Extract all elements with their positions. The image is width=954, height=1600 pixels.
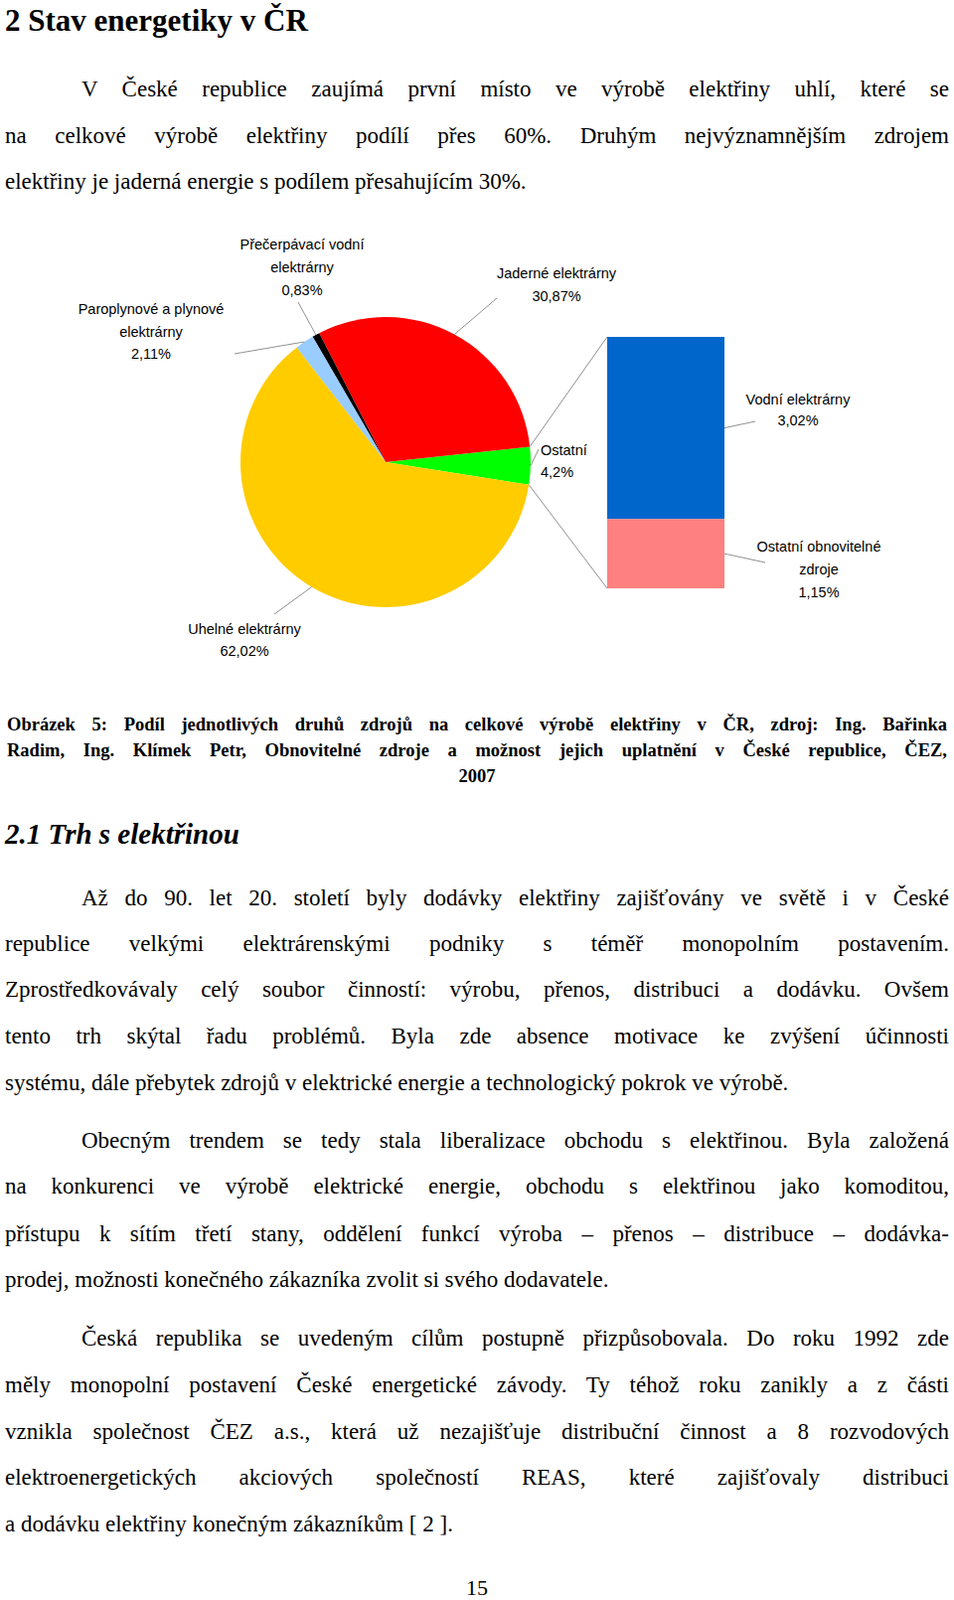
- text-line: Až do 90. let 20. století byly dodávky e…: [4, 875, 950, 922]
- leader-line: [724, 421, 756, 429]
- breakdown-segment: [607, 518, 725, 589]
- page: 2 Stav energetiky v ČR V České republice …: [0, 0, 954, 1600]
- slice-value-label: 0,83%: [227, 279, 377, 303]
- leader-line: [234, 341, 305, 354]
- text-line: republice velkými elektrárenskými podnik…: [4, 921, 950, 967]
- slice-value-label: 2,11%: [69, 342, 234, 366]
- text-line: tento trh skýtal řadu problémů. Byla zde…: [4, 1013, 950, 1060]
- caption-line: Radim, Ing. Klímek Petr, Obnovitelné zdr…: [6, 737, 948, 764]
- text-line: měly monopolní postavení České energetic…: [4, 1362, 950, 1409]
- leader-line: [454, 298, 497, 334]
- segment-value-label: 1,15%: [744, 581, 894, 605]
- segment-label: Vodní elektrárny: [723, 388, 873, 412]
- text-line: Obecným trendem se tedy stala liberaliza…: [4, 1117, 950, 1164]
- text-line: elektřiny je jaderná energie s podílem p…: [4, 159, 950, 205]
- page-number: 15: [0, 1576, 954, 1600]
- connector-line: [529, 336, 608, 447]
- leader-line: [724, 553, 766, 563]
- section-heading: 2.1 Trh s elektřinou: [4, 813, 240, 854]
- pie-slice: [240, 347, 529, 608]
- caption-line: Obrázek 5: Podíl jednotlivých druhů zdro…: [6, 711, 948, 738]
- segment-value-label: 3,02%: [723, 409, 873, 433]
- text-line: přístupu k sítím třetí stany, oddělení f…: [4, 1211, 950, 1258]
- text-line: elektroenergetických akciových společnos…: [4, 1454, 950, 1501]
- leader-line: [298, 302, 317, 335]
- text-line: vznikla společnost ČEZ a.s., která už ne…: [4, 1409, 950, 1455]
- slice-label: Jaderné elektrárny: [462, 262, 651, 286]
- slice-label: Přečerpávací vodní elektrárny: [227, 233, 377, 280]
- breakdown-segment: [607, 336, 725, 519]
- chart-canvas: [0, 0, 954, 1600]
- text-line: prodej, možnosti konečného zákazníka zvo…: [4, 1257, 950, 1303]
- connector-line: [528, 484, 608, 589]
- text-line: na celkové výrobě elektřiny podílí přes …: [4, 113, 950, 159]
- caption-line: 2007: [6, 763, 948, 790]
- text-line: systému, dále přebytek zdrojů v elektric…: [4, 1060, 950, 1107]
- slice-value-label: 62,02%: [159, 639, 329, 663]
- segment-label: Ostatní obnovitelné zdroje: [744, 535, 894, 582]
- slice-label: Ostatní: [540, 439, 631, 463]
- slice-value-label: 30,87%: [462, 285, 651, 309]
- leader-line: [274, 587, 313, 615]
- text-line: Zprostředkovávaly celý soubor činností: …: [4, 966, 950, 1013]
- text-line: a dodávku elektřiny konečným zákazníkům …: [4, 1501, 950, 1548]
- text-line: V České republice zaujímá první místo ve…: [4, 66, 950, 113]
- text-line: na konkurenci ve výrobě elektrické energ…: [4, 1163, 950, 1210]
- leader-line: [530, 449, 539, 467]
- text-line: Česká republika se uvedeným cílům postup…: [4, 1315, 950, 1362]
- slice-value-label: 4,2%: [540, 461, 631, 484]
- heading: 2 Stav energetiky v ČR: [4, 0, 309, 41]
- slice-label: Uhelné elektrárny: [159, 618, 329, 641]
- slice-label: Paroplynové a plynové elektrárny: [69, 298, 234, 344]
